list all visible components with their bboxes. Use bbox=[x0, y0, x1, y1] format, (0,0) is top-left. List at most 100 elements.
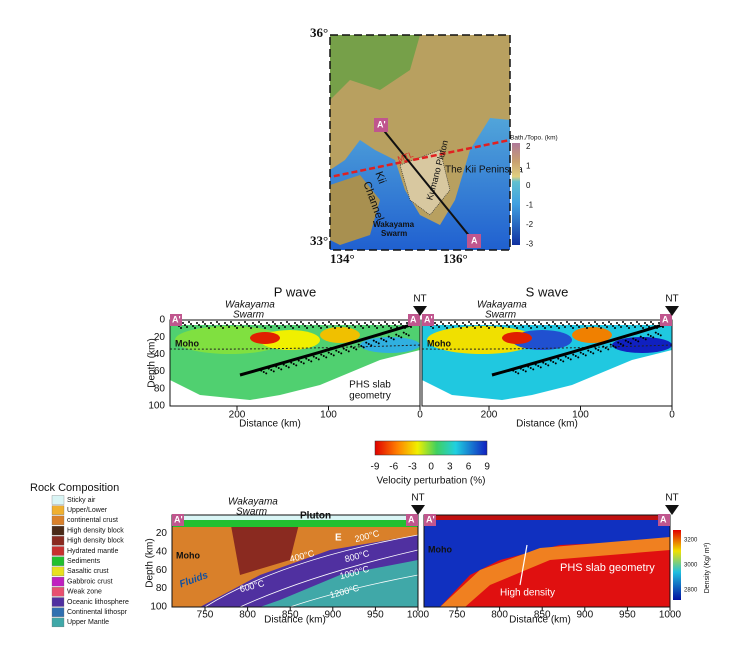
label: Wakayama bbox=[228, 497, 278, 508]
label: 6 bbox=[466, 462, 472, 473]
event bbox=[348, 327, 350, 329]
label: Gabbroic crust bbox=[67, 578, 113, 585]
event bbox=[270, 326, 272, 328]
event bbox=[602, 322, 604, 324]
event bbox=[406, 322, 408, 324]
lon-label: 136° bbox=[443, 251, 468, 266]
anomaly bbox=[572, 327, 612, 343]
event bbox=[375, 341, 378, 343]
event bbox=[534, 363, 537, 366]
event bbox=[529, 367, 532, 369]
event bbox=[310, 360, 313, 363]
event bbox=[462, 322, 464, 324]
event bbox=[392, 322, 394, 324]
event bbox=[564, 326, 566, 328]
event bbox=[342, 321, 344, 323]
event bbox=[367, 343, 370, 345]
moho bbox=[422, 344, 672, 350]
event bbox=[234, 325, 236, 327]
label: 900 bbox=[576, 610, 593, 621]
label: 200 bbox=[481, 410, 498, 421]
event bbox=[549, 359, 552, 362]
event bbox=[372, 323, 374, 325]
event bbox=[206, 325, 208, 327]
label: PHS slab bbox=[349, 380, 391, 391]
event bbox=[340, 352, 343, 355]
label: High density bbox=[500, 588, 555, 599]
label: 60 bbox=[154, 366, 166, 377]
tag: A bbox=[471, 235, 478, 245]
event bbox=[392, 338, 395, 341]
label: Wakayama bbox=[225, 300, 275, 311]
frame bbox=[169, 319, 421, 407]
label: Sasaltic crust bbox=[67, 568, 109, 575]
label: 800 bbox=[239, 610, 256, 621]
event bbox=[542, 361, 545, 364]
event bbox=[246, 323, 248, 325]
label: 9 bbox=[484, 462, 490, 473]
event bbox=[514, 371, 517, 373]
event bbox=[350, 322, 352, 324]
event bbox=[636, 321, 638, 323]
event bbox=[286, 321, 288, 323]
label: Oceanic lithosphere bbox=[67, 599, 129, 606]
event bbox=[360, 325, 362, 327]
event bbox=[617, 341, 620, 344]
event bbox=[262, 325, 264, 327]
event bbox=[208, 327, 210, 329]
event bbox=[576, 324, 578, 326]
event bbox=[360, 345, 363, 347]
event bbox=[378, 322, 380, 324]
event bbox=[606, 326, 608, 328]
event bbox=[532, 368, 535, 371]
event bbox=[610, 323, 612, 325]
event bbox=[258, 321, 260, 323]
event bbox=[450, 324, 452, 326]
event bbox=[212, 324, 214, 326]
event bbox=[287, 366, 290, 369]
event bbox=[196, 322, 198, 324]
event bbox=[282, 324, 284, 326]
event bbox=[266, 322, 268, 324]
event bbox=[572, 327, 574, 329]
event bbox=[305, 357, 308, 360]
event bbox=[322, 355, 325, 357]
model-right bbox=[424, 515, 670, 607]
event bbox=[444, 325, 446, 327]
x-axis-label: Distance (km) bbox=[239, 419, 301, 430]
topo-colorbar bbox=[512, 143, 520, 245]
event bbox=[396, 326, 398, 328]
event bbox=[547, 364, 550, 367]
label: High density block bbox=[67, 538, 124, 545]
event bbox=[504, 322, 506, 324]
event bbox=[226, 324, 228, 326]
label: 900 bbox=[324, 610, 341, 621]
label: geometry bbox=[349, 391, 391, 402]
tag-box bbox=[374, 118, 388, 132]
event bbox=[292, 327, 294, 329]
event bbox=[586, 327, 588, 329]
x-axis-label: Distance (km) bbox=[509, 615, 571, 626]
event bbox=[404, 327, 406, 329]
event bbox=[284, 326, 286, 328]
event bbox=[398, 321, 400, 323]
label: -2 bbox=[526, 220, 534, 229]
event bbox=[618, 324, 620, 326]
label: -3 bbox=[408, 462, 417, 473]
event bbox=[347, 350, 350, 353]
air bbox=[424, 515, 670, 520]
event bbox=[472, 325, 474, 327]
event bbox=[224, 322, 226, 324]
label: 100 bbox=[150, 602, 167, 613]
y-axis-label: Depth (km) bbox=[147, 338, 158, 387]
slab-line bbox=[239, 320, 420, 377]
event bbox=[558, 327, 560, 329]
event bbox=[214, 326, 216, 328]
event bbox=[304, 325, 306, 327]
event bbox=[600, 327, 602, 329]
event bbox=[478, 324, 480, 326]
event bbox=[502, 327, 504, 329]
event bbox=[345, 349, 348, 351]
event bbox=[297, 359, 300, 362]
legend-swatch bbox=[51, 617, 65, 628]
